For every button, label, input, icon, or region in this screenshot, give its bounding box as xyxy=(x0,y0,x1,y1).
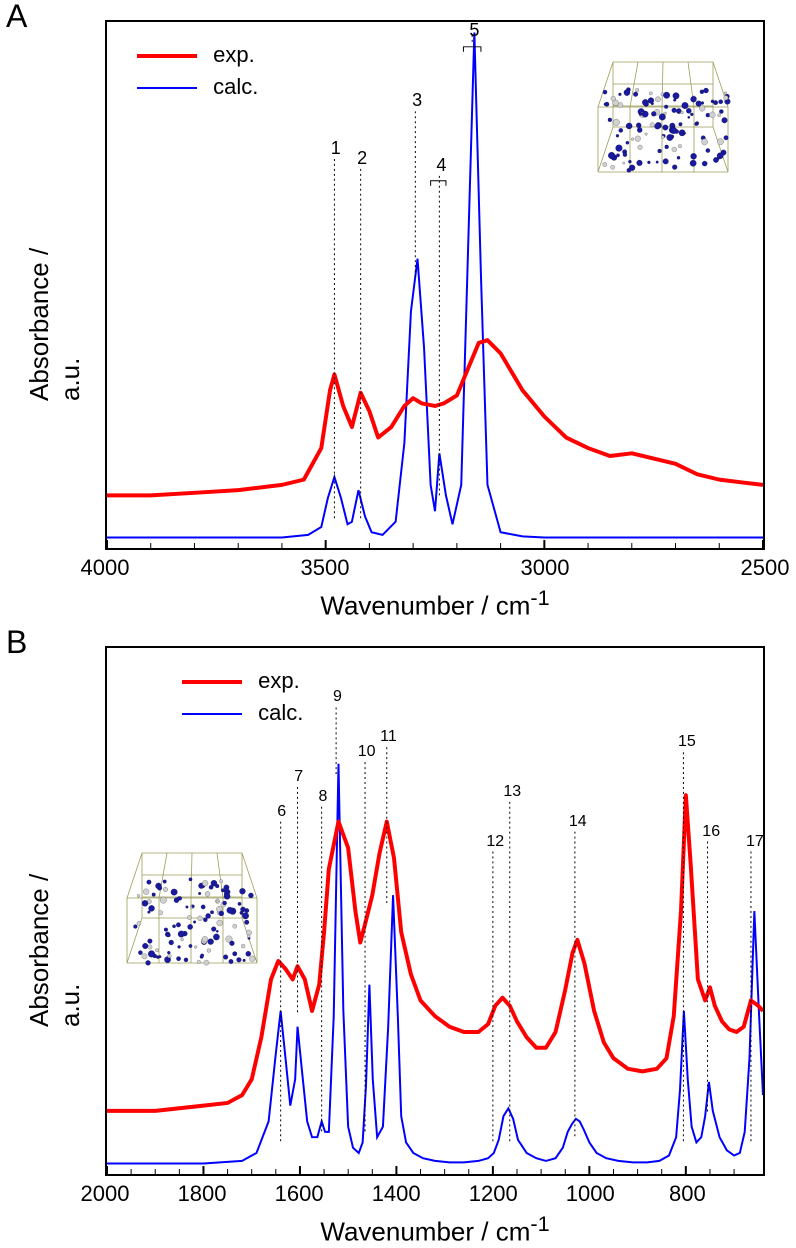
peak-label: 16 xyxy=(702,823,720,841)
legend-exp-label: exp. xyxy=(213,42,255,67)
legend-calc-label: calc. xyxy=(213,74,258,99)
panel-b-label: B xyxy=(6,624,27,661)
legend-calc-row: calc. xyxy=(137,74,258,100)
peak-label: 6 xyxy=(277,803,286,821)
inset-svg-b xyxy=(122,843,272,973)
peak-label: 8 xyxy=(319,788,328,806)
peak-label: 10 xyxy=(358,743,376,761)
peak-label: 1 xyxy=(331,138,341,159)
legend-calc-row-b: calc. xyxy=(182,700,303,726)
x-tick-label: 800 xyxy=(669,1181,706,1207)
x-tick-label: 1400 xyxy=(372,1181,421,1207)
x-axis-label-b: Wavenumber / cm-1 xyxy=(105,1211,765,1248)
peak-label: 17 xyxy=(746,833,764,851)
legend-exp-swatch-b xyxy=(182,680,242,684)
peak-label: 9 xyxy=(333,688,342,706)
peak-label: 5 xyxy=(469,20,479,41)
x-tick-label: 3500 xyxy=(301,555,350,581)
peak-label: 13 xyxy=(503,783,521,801)
legend-a: exp. calc. xyxy=(137,42,258,100)
legend-calc-swatch xyxy=(137,87,197,89)
inset-svg-a xyxy=(593,52,743,182)
panel-a-label: A xyxy=(6,0,27,35)
x-axis-label-a-text: Wavenumber / cm xyxy=(320,591,530,621)
legend-b: exp. calc. xyxy=(182,668,303,726)
inset-structure-a xyxy=(593,52,743,182)
legend-exp-swatch xyxy=(137,54,197,58)
peak-label: 11 xyxy=(380,728,397,746)
legend-exp-row: exp. xyxy=(137,42,258,68)
plot-area-a: exp. calc. 12 3 4 5 xyxy=(105,20,765,550)
x-tick-label: 1000 xyxy=(566,1181,615,1207)
x-axis-label-a: Wavenumber / cm-1 xyxy=(105,585,765,622)
x-tick-label: 1200 xyxy=(469,1181,518,1207)
x-axis-label-b-text: Wavenumber / cm xyxy=(320,1217,530,1247)
panel-b-container: B exp. calc. 678 9 1011 12 13 14 15 16 17 Absorb… xyxy=(0,626,796,1246)
peak-label: 7 xyxy=(294,768,303,786)
peak-label: 2 xyxy=(357,148,367,169)
peak-label: 12 xyxy=(486,833,504,851)
peak-label: 4 xyxy=(436,155,446,176)
peak-label: 14 xyxy=(569,813,587,831)
y-axis-label-b: Absorbance / a.u. xyxy=(24,827,86,1027)
plot-area-b: exp. calc. 678 9 1011 12 13 14 15 16 17 xyxy=(105,646,765,1176)
legend-calc-label-b: calc. xyxy=(258,700,303,725)
peak-label: 3 xyxy=(412,90,422,111)
x-tick-label: 4000 xyxy=(81,555,130,581)
x-tick-label: 2000 xyxy=(81,1181,130,1207)
inset-structure-b xyxy=(122,843,272,973)
x-axis-label-a-sup: -1 xyxy=(530,585,549,610)
peak-label: 15 xyxy=(678,733,696,751)
panel-a-container: A exp. calc. 12 3 4 5 Absorbance / a.u. xyxy=(0,0,796,620)
x-axis-label-b-sup: -1 xyxy=(530,1211,549,1236)
x-tick-label: 2500 xyxy=(741,555,790,581)
y-axis-label-a: Absorbance / a.u. xyxy=(24,201,86,401)
legend-exp-label-b: exp. xyxy=(258,668,300,693)
x-tick-label: 1800 xyxy=(178,1181,227,1207)
x-tick-label: 3000 xyxy=(521,555,570,581)
legend-calc-swatch-b xyxy=(182,713,242,715)
x-tick-label: 1600 xyxy=(275,1181,324,1207)
legend-exp-row-b: exp. xyxy=(182,668,303,694)
